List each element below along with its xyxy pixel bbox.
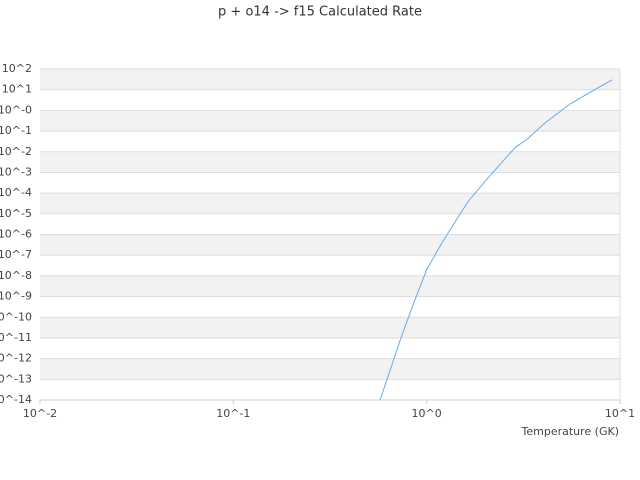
- x-axis-label: Temperature (GK): [521, 425, 620, 438]
- y-tick-label: 10^-5: [0, 207, 32, 220]
- y-tick-label: 10^-3: [0, 165, 32, 178]
- grid-band: [40, 317, 620, 338]
- data-line: [379, 79, 613, 401]
- y-tick-label: 10^2: [2, 62, 32, 75]
- y-tick-label: 10^-0: [0, 103, 32, 116]
- y-tick-label: 10^-14: [0, 393, 32, 406]
- grid-band: [40, 151, 620, 173]
- y-tick-label: 10^-6: [0, 228, 32, 241]
- y-tick-label: 10^-8: [0, 269, 32, 282]
- y-tick-label: 10^-1: [0, 124, 32, 137]
- y-tick-label: 10^-13: [0, 372, 32, 385]
- x-tick-label: 10^-1: [216, 407, 250, 420]
- y-tick-label: 10^-2: [0, 145, 32, 158]
- grid-band: [40, 193, 620, 214]
- chart-title: p + o14 -> f15 Calculated Rate: [218, 5, 422, 20]
- y-tick-label: 10^-12: [0, 352, 32, 365]
- x-tick-label: 10^-2: [23, 407, 57, 420]
- y-tick-label: 10^-10: [0, 310, 32, 323]
- grid-band: [40, 275, 620, 297]
- x-tick-label: 10^0: [412, 407, 442, 420]
- y-tick-label: 10^1: [2, 83, 32, 96]
- y-tick-label: 10^-11: [0, 331, 32, 344]
- grid-band: [40, 358, 620, 380]
- y-tick-label: 10^-7: [0, 248, 32, 261]
- y-tick-label: 10^-9: [0, 290, 32, 303]
- x-tick-label: 10^1: [605, 407, 635, 420]
- grid-band: [40, 69, 620, 90]
- grid-band: [40, 234, 620, 256]
- grid-band: [40, 110, 620, 132]
- y-tick-label: 10^-4: [0, 186, 32, 199]
